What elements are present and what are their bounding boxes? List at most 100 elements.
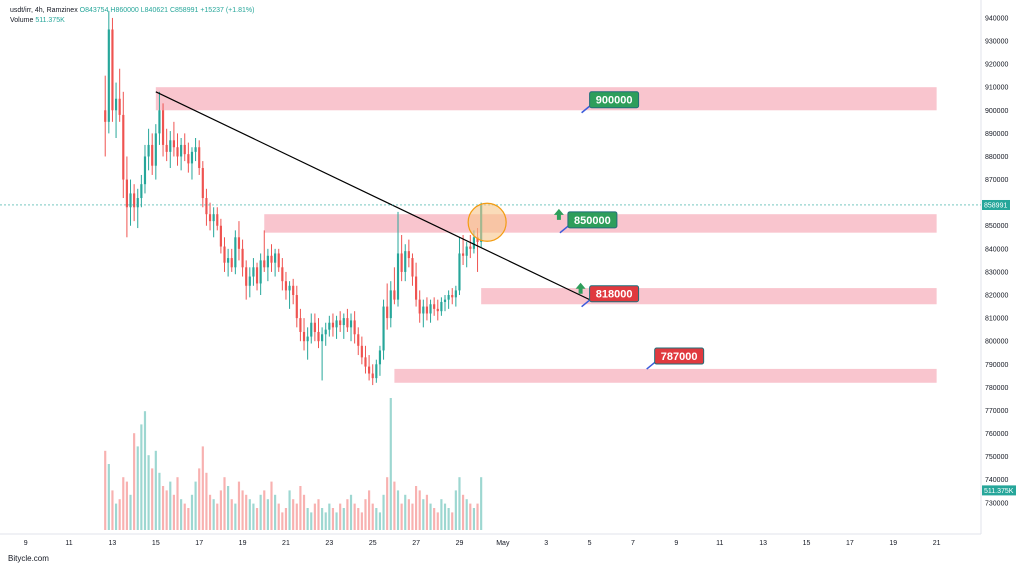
volume-bar: [331, 508, 335, 530]
volume-bar: [371, 503, 374, 530]
volume-bar: [349, 494, 353, 530]
volume-bar: [161, 486, 165, 530]
price-tick-label: 810000: [985, 316, 1008, 323]
candle-body: [321, 334, 324, 342]
candle-body: [143, 156, 147, 185]
price-tick-label: 830000: [985, 269, 1008, 276]
candle-body: [180, 144, 183, 157]
price-tick-label: 890000: [985, 131, 1008, 138]
time-tick-label: 15: [152, 540, 160, 547]
volume-bar: [151, 468, 154, 530]
candle-body: [461, 253, 465, 256]
volume-bar: [158, 472, 161, 530]
volume-bar: [122, 477, 125, 530]
ohlc-values: O843754 H860000 L840621 C858991 +15237 (…: [79, 7, 255, 14]
time-tick-label: 29: [456, 540, 464, 547]
price-tick-label: 820000: [985, 293, 1008, 300]
volume-bar: [429, 503, 432, 530]
candle-body: [147, 144, 150, 157]
time-tick-label: 17: [846, 540, 854, 547]
support-resistance-zone: [155, 87, 937, 111]
candle-body: [324, 329, 327, 335]
candle-body: [172, 140, 175, 148]
time-tick-label: 5: [588, 540, 592, 547]
time-tick-label: 25: [369, 540, 377, 547]
candle-body: [118, 98, 121, 115]
time-tick-label: 11: [716, 540, 723, 547]
candle-body: [227, 258, 230, 263]
volume-bar: [241, 490, 244, 530]
candle-body: [194, 147, 197, 152]
price-tick-label: 910000: [985, 85, 1008, 92]
candle-body: [154, 133, 157, 166]
candle-body: [306, 336, 309, 342]
volume-bar: [129, 494, 132, 530]
time-tick-label: 23: [325, 540, 333, 547]
volume-bar: [317, 499, 320, 530]
volume-bar: [205, 472, 208, 530]
price-tick-label: 770000: [985, 408, 1008, 415]
zone-label-box: [589, 285, 640, 303]
volume-bar: [219, 490, 222, 530]
trendline: [155, 91, 590, 301]
candle-body: [299, 318, 302, 332]
volume-bar: [114, 503, 118, 530]
candle-body: [125, 179, 128, 208]
volume-bar: [313, 503, 316, 530]
candle-body: [436, 308, 439, 312]
volume-bar: [411, 503, 414, 530]
candle-body: [151, 144, 154, 166]
volume-bar: [480, 477, 483, 530]
zone-label-text: 818000: [596, 289, 633, 301]
volume-bar: [104, 450, 107, 530]
volume-bar: [404, 494, 407, 530]
time-tick-label: 11: [65, 540, 72, 547]
volume-bar: [454, 490, 457, 530]
zone-label-text: 900000: [596, 95, 633, 107]
volume-bar: [476, 503, 479, 530]
volume-bar: [299, 486, 302, 530]
candle-body: [161, 110, 165, 145]
candle-body: [447, 295, 450, 300]
breakout-highlight-circle: [467, 202, 507, 242]
candle-body: [234, 237, 237, 268]
candle-body: [407, 251, 410, 259]
volume-bar: [198, 468, 201, 530]
candle-body: [476, 237, 479, 242]
candle-body: [183, 144, 186, 155]
volume-bar: [255, 508, 259, 530]
volume-bar: [245, 494, 248, 530]
volume-bar: [183, 503, 186, 530]
volume-bar: [176, 477, 179, 530]
candle-body: [111, 29, 114, 111]
candle-body: [357, 334, 360, 346]
last-price-label: 858991: [984, 202, 1007, 209]
time-tick-label: 13: [109, 540, 117, 547]
volume-bar: [274, 494, 277, 530]
candle-body: [469, 246, 472, 249]
volume-bar: [422, 499, 425, 530]
price-tick-label: 850000: [985, 223, 1008, 230]
candle-body: [241, 248, 244, 268]
candle-body: [335, 320, 338, 328]
volume-bar: [472, 508, 476, 530]
candle-body: [346, 318, 349, 328]
candle-body: [248, 276, 251, 286]
volume-bar: [353, 503, 356, 530]
candle-body: [133, 193, 136, 208]
candle-body: [219, 225, 222, 247]
volume-bar: [440, 499, 443, 530]
candle-body: [440, 301, 443, 312]
volume-bar: [187, 508, 190, 530]
candle-body: [187, 154, 190, 164]
volume-bar: [433, 508, 436, 530]
candle-body: [458, 253, 461, 291]
candle-body: [158, 110, 161, 134]
candle-body: [165, 144, 168, 152]
volume-bar: [237, 481, 241, 530]
candle-body: [274, 253, 277, 263]
volume-bar: [263, 490, 266, 530]
support-resistance-zone: [481, 288, 937, 305]
